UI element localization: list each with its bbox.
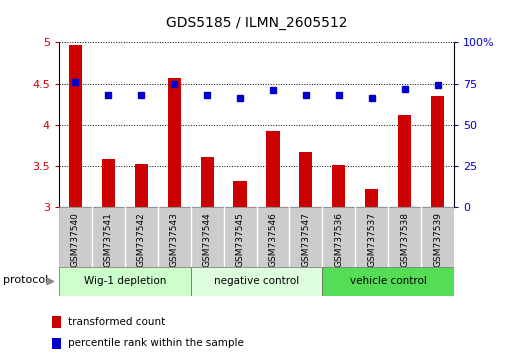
Bar bbox=[398, 115, 411, 207]
Bar bbox=[69, 45, 82, 207]
Text: GSM737541: GSM737541 bbox=[104, 212, 113, 267]
Text: GSM737537: GSM737537 bbox=[367, 212, 376, 267]
Text: percentile rank within the sample: percentile rank within the sample bbox=[69, 338, 244, 348]
Text: negative control: negative control bbox=[214, 276, 299, 286]
Bar bbox=[59, 267, 191, 296]
Bar bbox=[102, 159, 115, 207]
Bar bbox=[201, 157, 214, 207]
Text: GSM737547: GSM737547 bbox=[301, 212, 310, 267]
Bar bbox=[431, 96, 444, 207]
Text: GDS5185 / ILMN_2605512: GDS5185 / ILMN_2605512 bbox=[166, 16, 347, 30]
Bar bbox=[299, 152, 312, 207]
Bar bbox=[332, 165, 345, 207]
Text: GSM737542: GSM737542 bbox=[137, 212, 146, 267]
Bar bbox=[52, 338, 62, 349]
Text: Wig-1 depletion: Wig-1 depletion bbox=[84, 276, 166, 286]
Bar bbox=[322, 267, 454, 296]
Text: GSM737536: GSM737536 bbox=[334, 212, 343, 267]
Text: GSM737539: GSM737539 bbox=[433, 212, 442, 267]
Text: GSM737546: GSM737546 bbox=[268, 212, 278, 267]
Text: GSM737545: GSM737545 bbox=[235, 212, 245, 267]
Text: GSM737544: GSM737544 bbox=[203, 212, 212, 267]
Text: GSM737540: GSM737540 bbox=[71, 212, 80, 267]
Bar bbox=[135, 164, 148, 207]
Text: GSM737538: GSM737538 bbox=[400, 212, 409, 267]
Bar bbox=[191, 267, 322, 296]
Text: vehicle control: vehicle control bbox=[350, 276, 427, 286]
Bar bbox=[52, 316, 62, 328]
Bar bbox=[168, 78, 181, 207]
Bar bbox=[365, 189, 378, 207]
Bar bbox=[266, 131, 280, 207]
Text: protocol: protocol bbox=[3, 275, 48, 285]
Text: transformed count: transformed count bbox=[69, 317, 166, 327]
Bar bbox=[233, 181, 247, 207]
Text: GSM737543: GSM737543 bbox=[170, 212, 179, 267]
